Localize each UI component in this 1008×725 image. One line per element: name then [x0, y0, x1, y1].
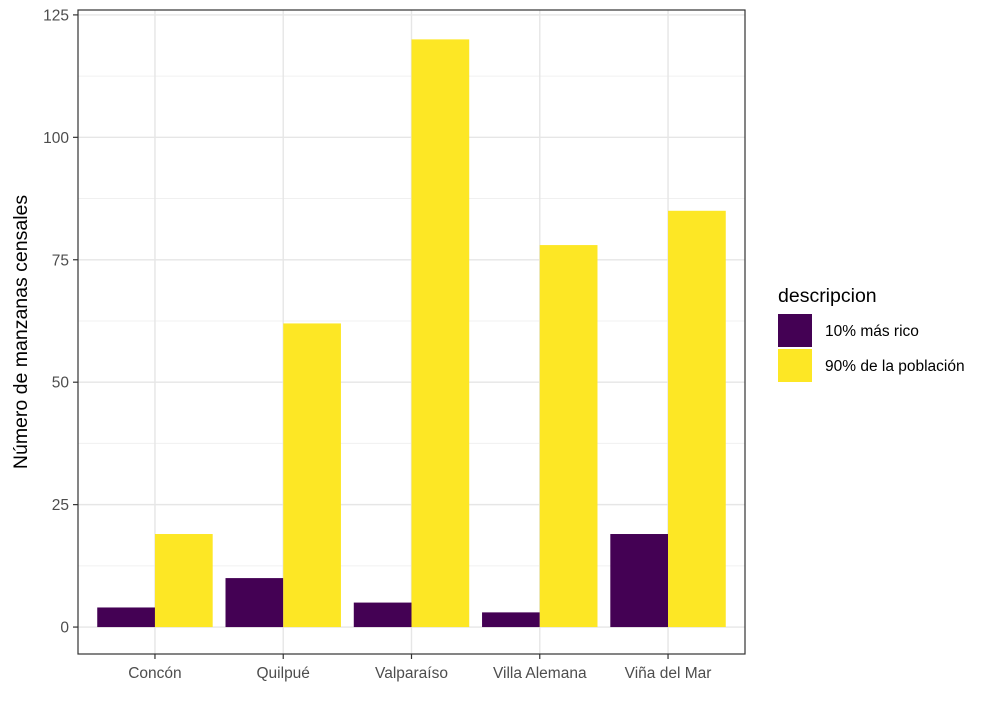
bar: [668, 210, 726, 628]
legend-label: 90% de la población: [825, 358, 965, 375]
x-tick-label: Quilpué: [257, 665, 310, 682]
x-tick-label: Concón: [128, 665, 181, 682]
x-axis: Concón Quilpué Valparaíso Villa Alemana Viña…: [128, 654, 711, 682]
x-tick-label: Viña del Mar: [625, 665, 712, 682]
legend-swatch: [778, 314, 812, 347]
y-tick-label: 125: [43, 7, 69, 24]
bar: [482, 612, 540, 628]
y-tick-label: 50: [52, 375, 70, 392]
y-tick-label: 25: [52, 497, 69, 514]
y-tick-label: 100: [43, 130, 69, 147]
legend-swatch: [778, 349, 812, 382]
y-tick-label: 75: [52, 252, 69, 269]
bar: [283, 323, 341, 628]
legend-items: 10% más rico 90% de la población: [778, 314, 965, 382]
y-axis: 0 25 50 75 100 125: [43, 7, 78, 637]
x-tick-label: Valparaíso: [375, 665, 448, 682]
y-tick-label: 0: [60, 620, 69, 637]
legend: descripcion 10% más rico 90% de la poblac…: [778, 285, 965, 382]
bar: [539, 245, 598, 628]
y-axis-title: Número de manzanas censales: [10, 195, 32, 469]
bar: [154, 534, 213, 628]
legend-title: descripcion: [778, 285, 877, 307]
x-tick-label: Villa Alemana: [493, 665, 587, 682]
bar: [411, 39, 470, 628]
bar: [225, 578, 284, 628]
bar: [353, 602, 412, 628]
bars-layer: [97, 39, 726, 628]
bar: [97, 607, 155, 628]
bar: [610, 534, 669, 628]
legend-label: 10% más rico: [825, 323, 919, 340]
